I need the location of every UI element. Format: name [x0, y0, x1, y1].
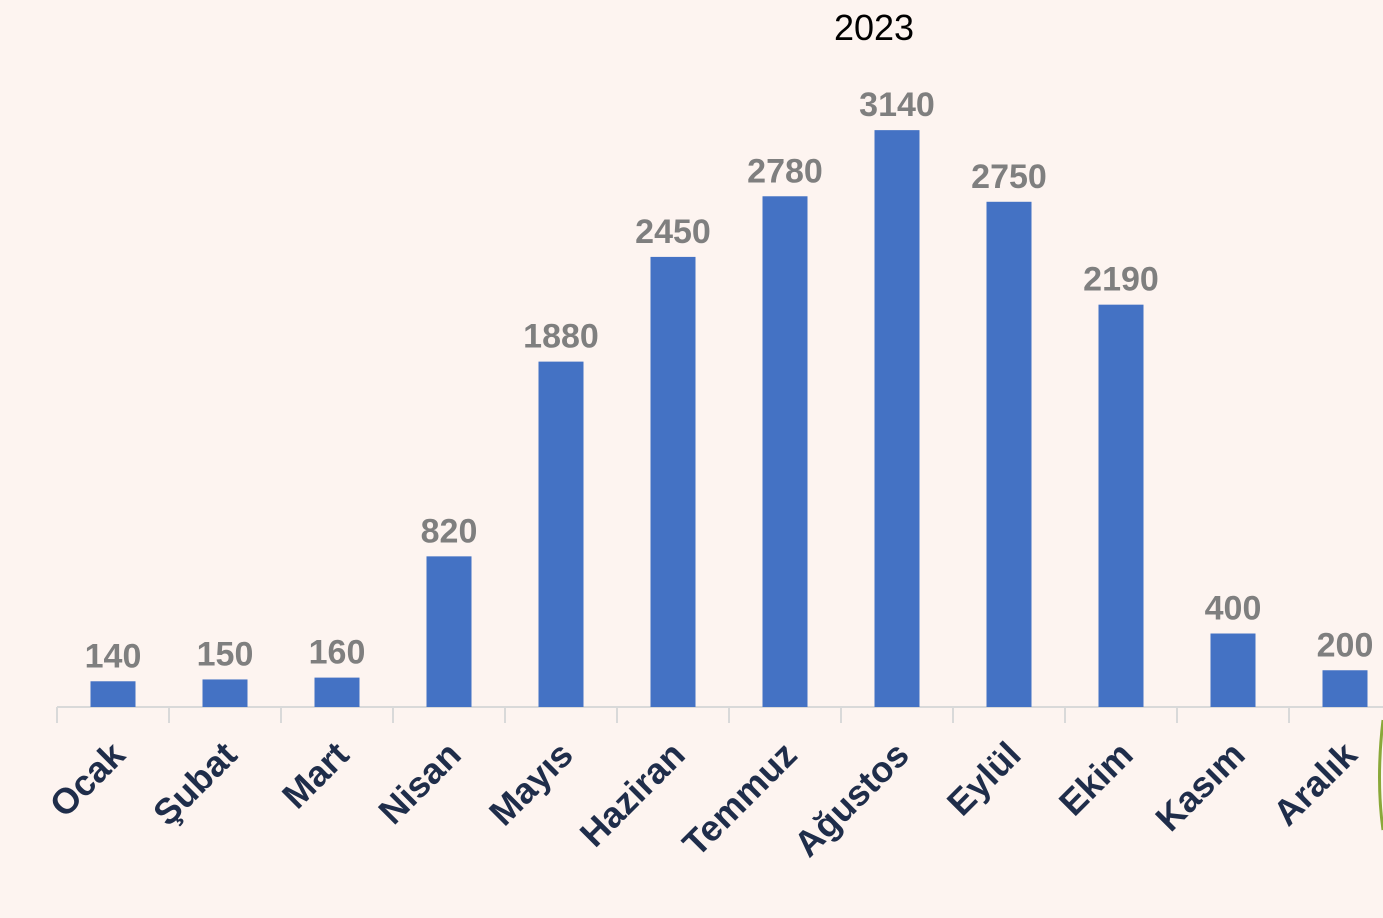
bar [538, 361, 584, 707]
bar [314, 677, 360, 707]
bar [650, 256, 696, 707]
value-label: 2750 [971, 158, 1047, 196]
bar [202, 679, 248, 707]
value-label: 2450 [635, 213, 711, 251]
value-label: 2780 [747, 152, 823, 190]
bar [1210, 633, 1256, 707]
chart-title: 2023 [834, 7, 914, 48]
value-label: 400 [1205, 590, 1262, 628]
bar [1098, 304, 1144, 707]
decoration [1378, 719, 1383, 831]
value-label: 2190 [1083, 261, 1159, 299]
bar [874, 130, 920, 707]
value-label: 1880 [523, 318, 599, 356]
value-label: 3140 [859, 86, 935, 124]
value-label: 140 [85, 637, 142, 675]
bar [426, 556, 472, 707]
bar [762, 196, 808, 707]
value-label: 200 [1317, 626, 1374, 664]
value-label: 150 [197, 635, 254, 673]
value-label: 160 [309, 634, 366, 672]
bar [986, 201, 1032, 708]
bar [90, 681, 136, 707]
value-label: 820 [421, 512, 478, 550]
bar [1322, 670, 1368, 707]
